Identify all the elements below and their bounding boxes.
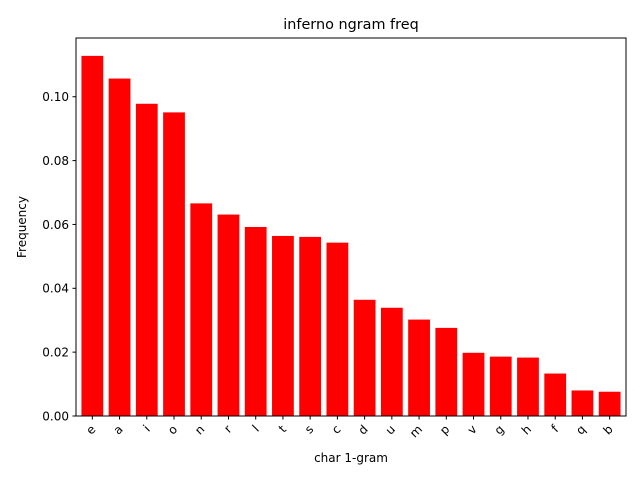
bar-d — [353, 299, 376, 416]
x-tick-label-o: o — [165, 422, 180, 437]
chart-title: inferno ngram freq — [283, 17, 418, 33]
y-tick-label-3: 0.06 — [42, 218, 69, 232]
x-tick-label-r: r — [221, 422, 234, 435]
bar-u — [380, 307, 403, 416]
x-tick-label-f: f — [548, 422, 561, 435]
bar-m — [408, 319, 430, 416]
bar-v — [462, 352, 485, 416]
bar-n — [190, 203, 213, 417]
x-tick-label-n: n — [192, 422, 207, 437]
x-tick-label-c: c — [329, 422, 344, 437]
x-tick-label-g: g — [492, 422, 507, 437]
bar-t — [272, 235, 294, 416]
x-tick-label-d: d — [355, 422, 370, 437]
y-tick-label-0: 0.00 — [42, 409, 69, 423]
bar-g — [489, 356, 512, 416]
y-axis: 0.00 0.02 0.04 0.06 0.08 0.10 — [42, 90, 76, 423]
bar-f — [544, 373, 567, 416]
x-tick-label-q: q — [573, 422, 588, 437]
bar-l — [244, 227, 267, 416]
bar-s — [299, 236, 322, 416]
y-tick-label-4: 0.08 — [42, 154, 69, 168]
bar-h — [517, 357, 539, 416]
bar-b — [598, 391, 621, 416]
x-tick-label-t: t — [276, 422, 289, 435]
x-tick-label-e: e — [83, 422, 98, 437]
x-tick-label-v: v — [465, 422, 480, 437]
bar-q — [571, 390, 594, 416]
x-tick-label-h: h — [519, 422, 534, 437]
bar-e — [81, 55, 104, 416]
bar-o — [163, 112, 185, 416]
x-tick-label-u: u — [383, 422, 398, 437]
x-tick-label-b: b — [600, 422, 615, 437]
x-tick-label-i: i — [141, 422, 153, 434]
y-tick-label-5: 0.10 — [42, 90, 69, 104]
y-axis-label: Frequency — [15, 196, 29, 258]
x-tick-label-s: s — [302, 422, 316, 436]
y-tick-label-2: 0.04 — [42, 282, 69, 296]
x-tick-label-a: a — [111, 422, 126, 437]
bar-a — [108, 78, 131, 417]
x-axis-label: char 1-gram — [314, 451, 388, 465]
bar-c — [326, 242, 349, 416]
x-tick-label-m: m — [407, 422, 425, 440]
bar-i — [135, 103, 158, 417]
bars-group — [81, 55, 621, 417]
bar-p — [435, 327, 458, 416]
plot-frame — [75, 37, 627, 417]
bar-r — [217, 214, 240, 416]
x-tick-label-p: p — [437, 422, 452, 437]
y-tick-label-1: 0.02 — [42, 345, 69, 359]
x-tick-label-l: l — [250, 422, 262, 434]
